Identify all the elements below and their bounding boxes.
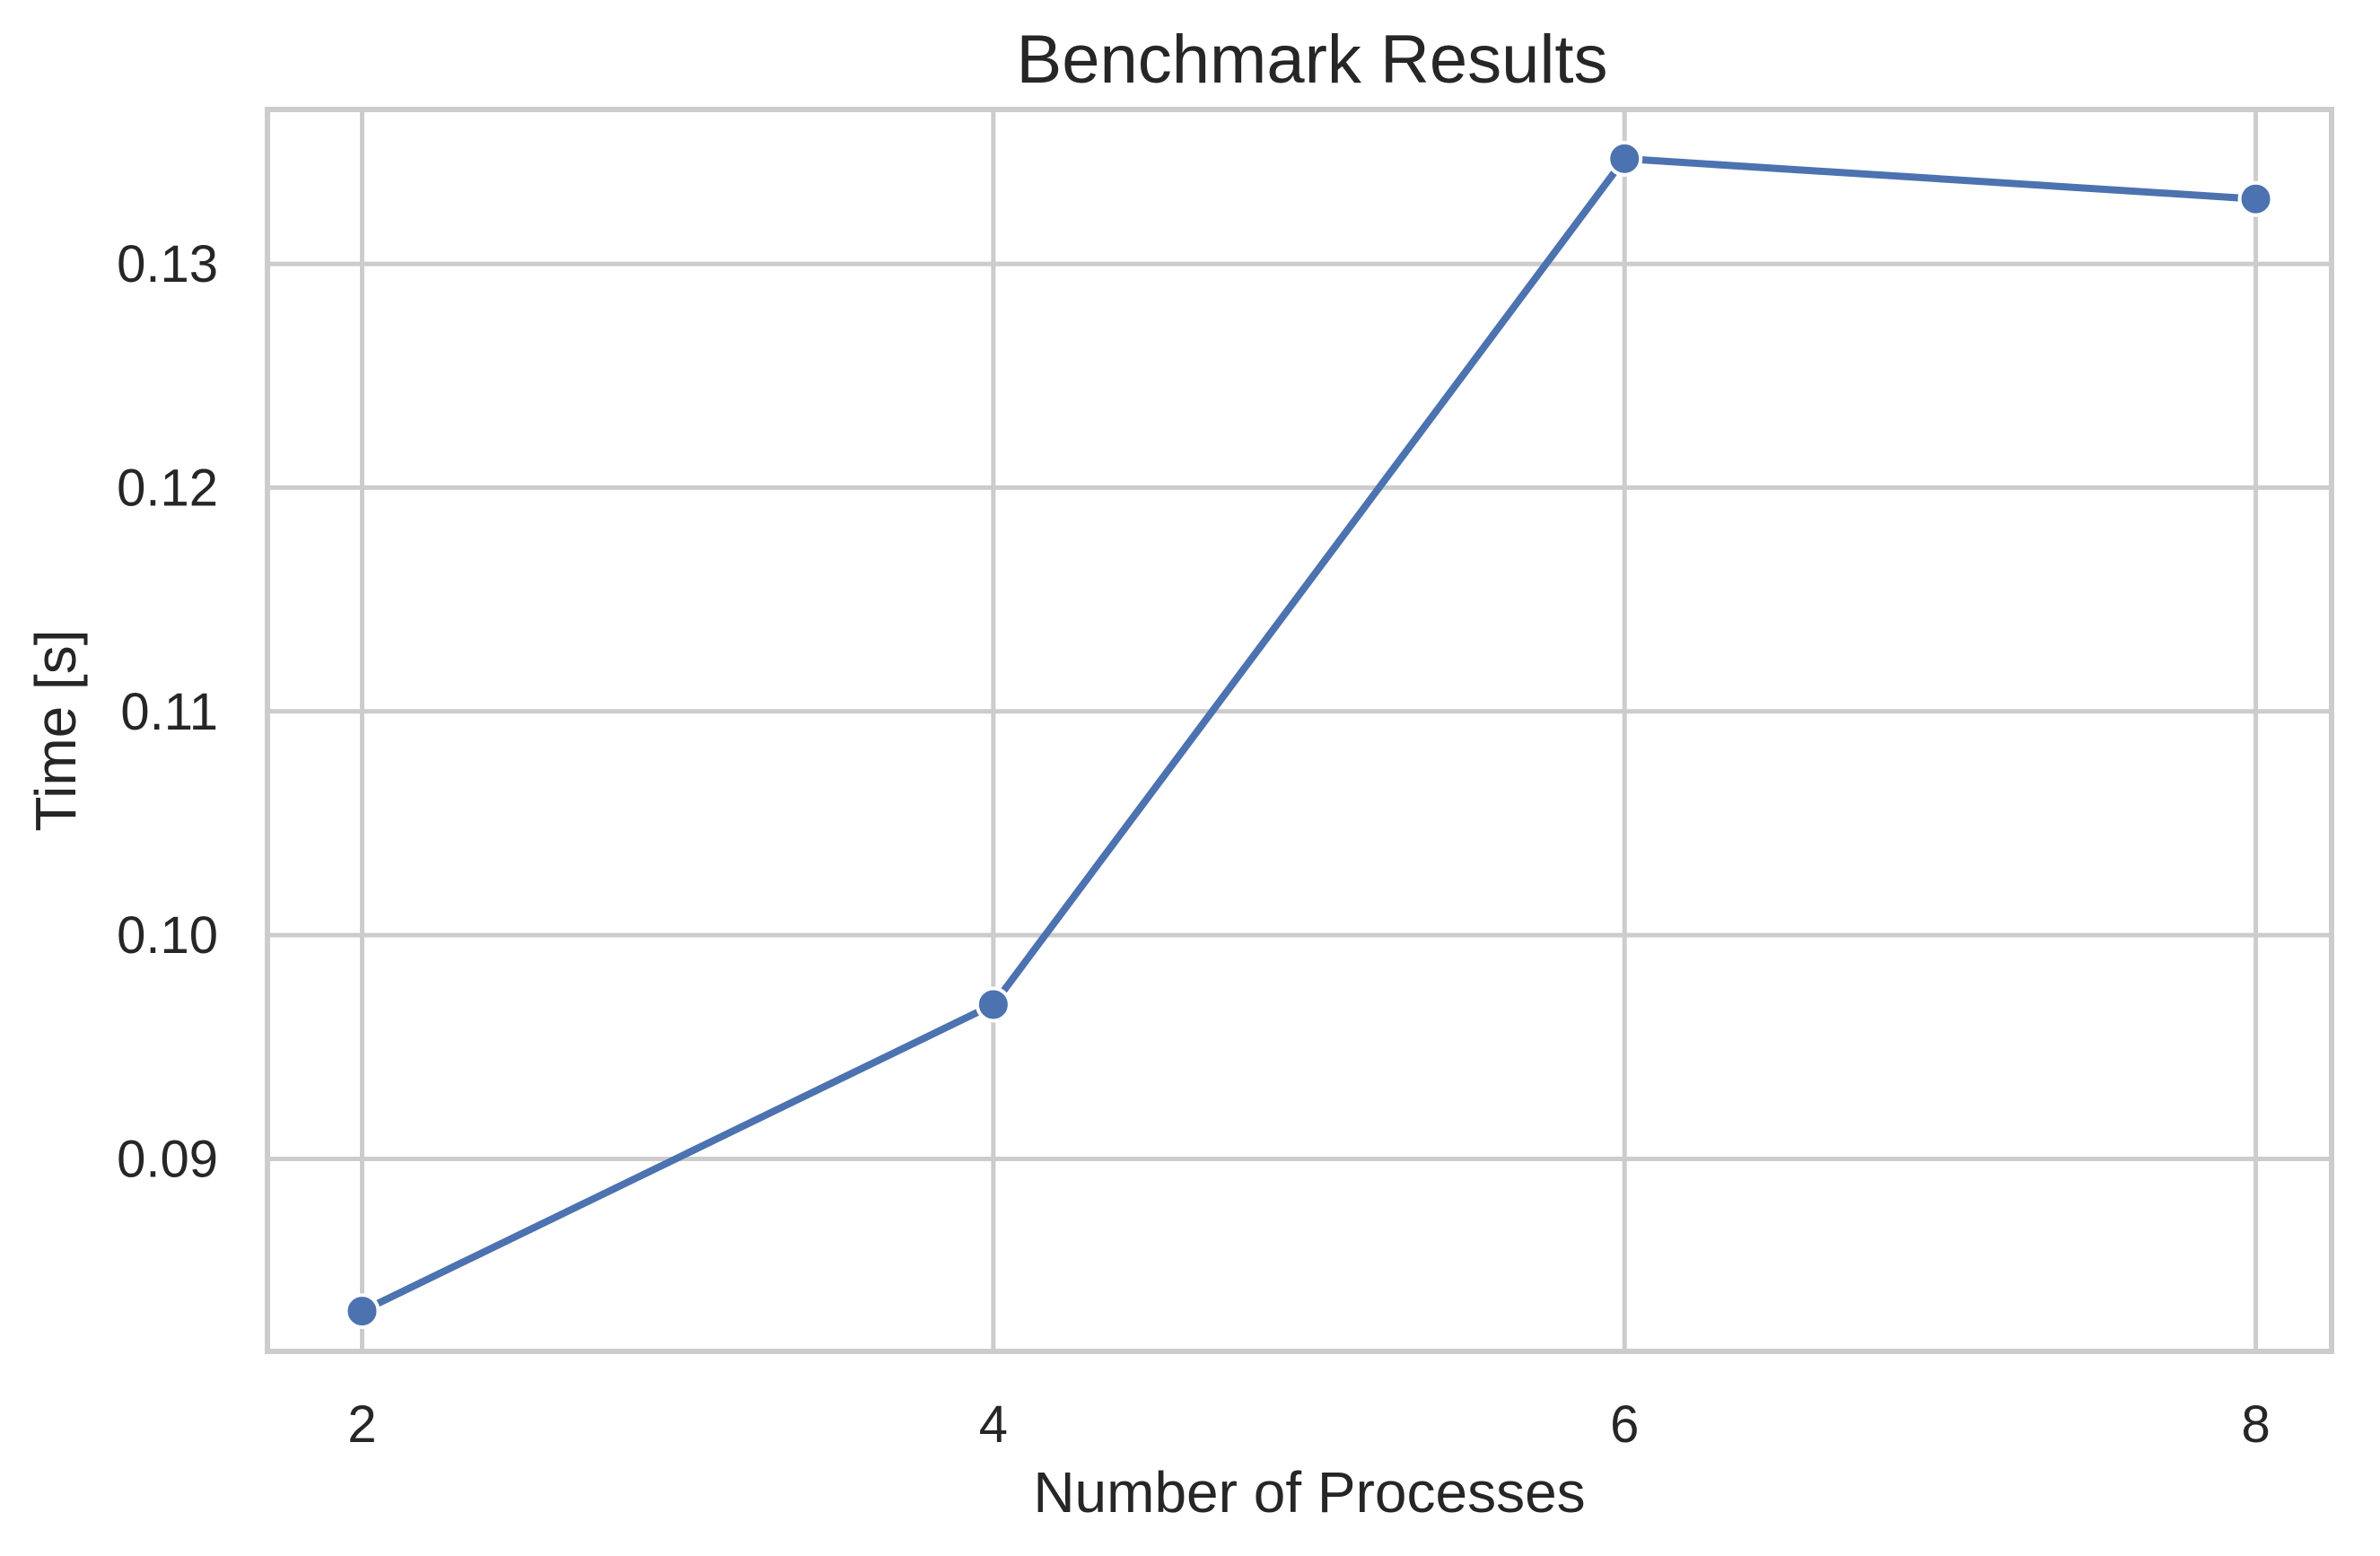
series-line: [358, 154, 2260, 1316]
y-tick-label: 0.09: [117, 1131, 218, 1189]
y-axis-ticks: 0.09 0.10 0.11 0.12 0.13: [117, 235, 218, 1188]
x-tick-label: 2: [347, 1395, 376, 1454]
x-axis-ticks: 2 4 6 8: [347, 1395, 2270, 1454]
series-group: [344, 140, 2274, 1330]
data-point-marker: [1606, 140, 1643, 177]
y-tick-label: 0.13: [117, 235, 218, 293]
data-point-marker: [344, 1293, 381, 1330]
y-tick-label: 0.12: [117, 459, 218, 517]
x-tick-label: 4: [979, 1395, 1008, 1454]
chart-title: Benchmark Results: [1017, 22, 1608, 98]
plot-area-frame: [265, 107, 2334, 1354]
data-point-marker: [975, 986, 1011, 1023]
y-tick-label: 0.11: [120, 683, 218, 741]
y-tick-label: 0.10: [117, 906, 218, 965]
data-point-marker: [2237, 180, 2274, 217]
x-axis-label: Number of Processes: [1033, 1460, 1585, 1525]
x-tick-label: 8: [2241, 1395, 2270, 1454]
grid-lines: [267, 109, 2332, 1351]
x-tick-label: 6: [1610, 1395, 1639, 1454]
y-axis-label: Time [s]: [23, 629, 88, 831]
